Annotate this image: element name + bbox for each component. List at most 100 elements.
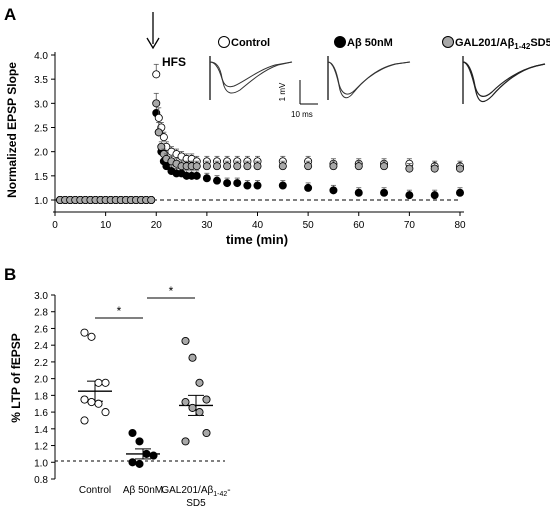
panel-a-y-tick-label: 4.0 [34, 51, 48, 62]
data-point [152, 99, 161, 108]
panel-a-y-tick-label: 3.0 [34, 99, 48, 110]
data-point [212, 162, 221, 171]
panel-b-ylabel: % LTP of fEPSP [9, 333, 23, 423]
hfs-arrow-icon [146, 37, 160, 50]
panel-b-y-tick-label: 1.4 [34, 425, 48, 436]
data-point [94, 399, 103, 408]
panel-a-x-tick-label: 80 [454, 220, 466, 231]
data-point [278, 162, 287, 171]
panel-b-y-tick-label: 1.2 [34, 442, 48, 453]
data-point [430, 164, 439, 173]
panel-a-x-tick-label: 50 [303, 220, 315, 231]
panel-a-ylabel: Normalized EPSP Slope [5, 62, 19, 198]
data-point [188, 403, 197, 412]
data-point [192, 171, 201, 180]
data-point [202, 395, 211, 404]
data-point [101, 408, 110, 417]
data-point [195, 408, 204, 417]
epsp-trace-gal201 [462, 56, 546, 104]
panel-a-x-tick-label: 30 [201, 220, 213, 231]
data-point [202, 162, 211, 171]
panel-a-axes: 1.0 1.5 2.0 2.5 3.0 3.5 4.0 0 10 20 30 40 50 60 70 80 [34, 51, 466, 231]
data-point [253, 181, 262, 190]
panel-b-y-tick-label: 2.8 [34, 308, 48, 319]
data-point [278, 181, 287, 190]
legend-label-gal201: GAL201/Aβ1-42SD5 [455, 37, 550, 51]
data-point [147, 195, 156, 204]
data-point [128, 428, 137, 438]
data-point [253, 162, 262, 171]
data-point [181, 398, 190, 407]
data-point [128, 458, 137, 467]
panel-b-y-tick-label: 1.6 [34, 408, 48, 419]
scale-bar-voltage-label: 1 mV [278, 82, 287, 101]
data-point [233, 162, 242, 171]
panel-b-y-tick-label: 1.0 [34, 458, 48, 469]
panel-a-x-tick-label: 10 [100, 220, 112, 231]
data-point [243, 181, 252, 190]
data-point [455, 164, 464, 173]
data-point [80, 328, 89, 337]
data-point [80, 416, 89, 425]
cat-label-control: Control [79, 485, 111, 496]
data-point [329, 186, 338, 195]
data-point [157, 142, 166, 151]
panel-b-y-tick-label: 0.8 [34, 475, 48, 486]
panel-b-y-tick-label: 2.4 [34, 341, 48, 352]
data-point [154, 128, 163, 137]
data-point [380, 188, 389, 197]
data-point [354, 188, 363, 197]
data-point [202, 428, 211, 438]
data-point [152, 70, 161, 79]
data-point [149, 451, 158, 460]
panel-a-series [56, 63, 464, 204]
sig-star-1: * [117, 304, 122, 318]
data-point [159, 133, 168, 142]
data-point [80, 395, 89, 404]
data-point [142, 449, 151, 458]
data-point [304, 183, 313, 192]
data-point [181, 437, 190, 446]
panel-a-xlabel: time (min) [226, 232, 288, 247]
panel-a-letter: A [4, 5, 16, 24]
cat-label-abeta: Aβ 50nM [123, 485, 163, 496]
data-point [455, 188, 464, 197]
panel-a-y-tick-label: 1.0 [34, 196, 48, 207]
panel-b-y-tick-label: 2.2 [34, 358, 48, 369]
sig-star-2: * [169, 284, 174, 298]
panel-a-y-tick-label: 1.5 [34, 172, 48, 183]
scale-bar-time-label: 10 ms [291, 110, 313, 119]
panel-a-y-tick-label: 3.5 [34, 75, 48, 86]
series-gal201-a-1-42sd5 [56, 92, 464, 204]
hfs-label: HFS [162, 55, 186, 69]
panel-a-y-tick-label: 2.5 [34, 124, 48, 135]
data-point [87, 332, 96, 341]
data-point [135, 437, 144, 446]
panel-b-axes: 0.8 1.0 1.2 1.4 1.6 1.8 2.0 2.2 2.4 2.6 2.8 3.0 [34, 291, 56, 486]
data-point [380, 162, 389, 171]
panel-b-y-tick-label: 1.8 [34, 391, 48, 402]
data-point [181, 336, 190, 346]
data-point [101, 378, 110, 387]
cat-label-gal201-line2: SD5 [186, 498, 206, 509]
panel-a-y-tick-label: 2.0 [34, 148, 48, 159]
data-point [94, 378, 103, 387]
cat-label-gal201: GAL201/Aβ1-42- [161, 485, 230, 498]
panel-b-series [78, 328, 213, 468]
data-point [405, 191, 414, 200]
panel-b-y-tick-label: 2.0 [34, 375, 48, 386]
data-point [304, 162, 313, 171]
epsp-trace-control [209, 56, 293, 100]
panel-b-letter: B [4, 265, 16, 284]
scale-bar: 1 mV 10 ms [278, 80, 318, 119]
group-a-50nm [126, 428, 160, 468]
panel-b-y-tick-label: 3.0 [34, 291, 48, 302]
data-point [329, 162, 338, 171]
data-point [135, 459, 144, 468]
data-point [405, 164, 414, 173]
legend-marker-control [218, 36, 230, 48]
data-point [202, 174, 211, 183]
data-point [188, 353, 197, 362]
data-point [154, 113, 163, 122]
